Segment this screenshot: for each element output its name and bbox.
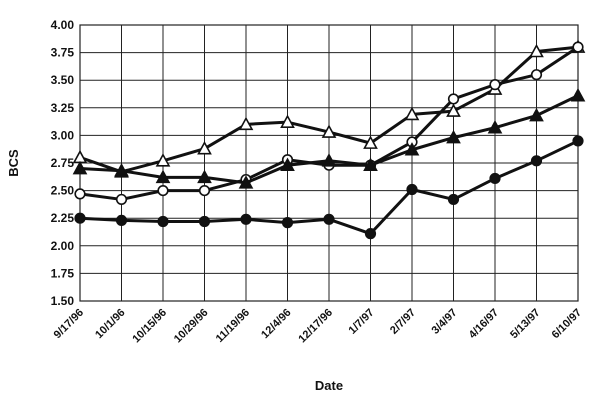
data-point-open-circle xyxy=(489,79,501,91)
x-tick-label: 12/4/96 xyxy=(259,307,293,341)
data-point-filled-triangle xyxy=(280,157,295,172)
data-point-open-circle xyxy=(115,193,128,206)
data-point-filled-triangle xyxy=(114,163,129,177)
data-point-open-triangle xyxy=(404,106,420,121)
data-point-filled-triangle xyxy=(321,153,337,167)
x-axis-title: Date xyxy=(315,378,343,393)
data-point-filled-triangle xyxy=(404,142,420,156)
y-tick-label: 3.50 xyxy=(51,73,75,87)
series-filled-circle xyxy=(74,135,584,240)
x-tick-label: 9/17/96 xyxy=(52,307,86,341)
data-point-filled-circle xyxy=(406,183,418,196)
data-point-open-triangle xyxy=(363,135,378,149)
x-tick-label: 11/19/96 xyxy=(214,307,252,345)
x-tick-label: 1/7/97 xyxy=(347,307,377,337)
data-point-open-circle xyxy=(447,93,460,105)
x-tick-labels: 9/17/96 10/1/96 10/15/96 10/29/96 11/19/96 12… xyxy=(52,307,584,346)
data-point-filled-circle xyxy=(198,215,211,228)
series-filled-triangle xyxy=(72,87,586,189)
data-point-open-circle xyxy=(74,188,86,200)
data-point-open-circle xyxy=(157,185,169,197)
data-point-open-circle xyxy=(198,185,211,197)
data-point-filled-circle xyxy=(489,172,501,185)
data-point-open-triangle xyxy=(238,116,254,131)
y-tick-label: 3.25 xyxy=(51,101,75,115)
data-point-open-circle xyxy=(572,41,584,53)
series-group xyxy=(72,39,586,240)
data-point-filled-triangle xyxy=(155,169,171,184)
y-tick-label: 1.75 xyxy=(51,266,75,280)
data-point-filled-circle xyxy=(115,214,128,227)
data-point-filled-circle xyxy=(157,215,169,228)
x-tick-label: 10/15/96 xyxy=(130,307,169,346)
x-tick-label: 5/13/97 xyxy=(508,307,542,341)
data-point-filled-circle xyxy=(530,155,543,167)
y-tick-label: 2.75 xyxy=(51,156,75,170)
data-point-open-triangle xyxy=(155,153,171,167)
data-point-filled-circle xyxy=(572,135,584,147)
data-point-open-triangle xyxy=(72,149,88,164)
y-tick-label: 3.75 xyxy=(51,46,75,60)
data-point-open-triangle xyxy=(280,114,295,128)
data-point-filled-circle xyxy=(323,213,335,225)
x-tick-label: 4/16/97 xyxy=(467,307,501,341)
y-axis-title: BCS xyxy=(6,149,21,177)
x-tick-label: 12/17/96 xyxy=(296,307,335,346)
y-tick-label: 4.00 xyxy=(51,18,75,32)
data-point-open-triangle xyxy=(529,43,544,58)
data-point-filled-triangle xyxy=(197,169,212,184)
data-point-open-circle xyxy=(530,69,543,81)
x-tick-label: 10/1/96 xyxy=(93,307,127,341)
data-point-filled-triangle xyxy=(238,175,254,189)
data-point-filled-triangle xyxy=(570,87,586,102)
data-point-filled-circle xyxy=(364,228,377,240)
data-point-open-triangle xyxy=(446,103,461,117)
data-point-filled-circle xyxy=(447,193,460,206)
x-tick-label: 10/29/96 xyxy=(172,307,211,346)
y-tick-label: 3.00 xyxy=(51,128,75,142)
y-tick-labels: 1.50 1.75 2.00 2.25 2.50 2.75 3.00 3.25 3.50 3.75… xyxy=(51,18,75,308)
data-point-filled-circle xyxy=(74,212,86,224)
y-tick-label: 2.50 xyxy=(51,184,75,198)
data-point-filled-triangle xyxy=(363,157,378,172)
data-point-filled-triangle xyxy=(487,120,503,134)
y-tick-label: 1.50 xyxy=(51,294,75,308)
x-tick-label: 2/7/97 xyxy=(388,307,418,337)
x-tick-label: 6/10/97 xyxy=(550,307,584,341)
y-tick-label: 2.25 xyxy=(51,211,75,225)
data-point-filled-triangle xyxy=(72,160,88,175)
data-point-open-triangle xyxy=(197,140,212,155)
data-point-open-triangle xyxy=(321,124,337,138)
data-point-filled-triangle xyxy=(446,129,461,144)
data-point-filled-triangle xyxy=(529,107,544,122)
x-tick-label: 3/4/97 xyxy=(430,307,460,337)
y-tick-label: 2.00 xyxy=(51,239,75,253)
data-point-filled-circle xyxy=(281,217,294,229)
data-point-filled-circle xyxy=(240,213,252,225)
